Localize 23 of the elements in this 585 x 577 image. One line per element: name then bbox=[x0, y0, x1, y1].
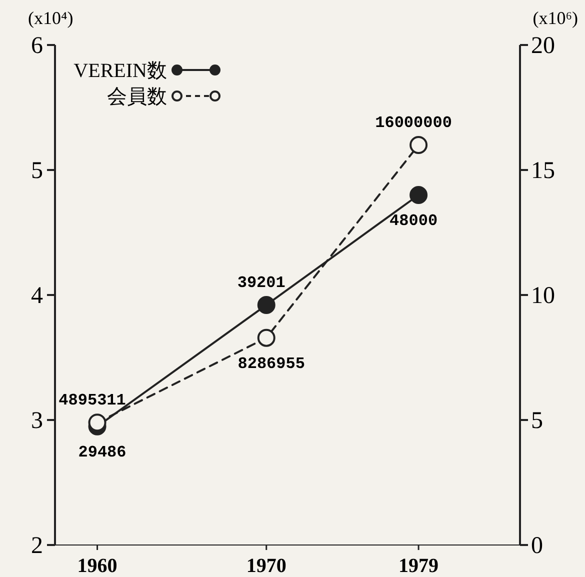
x-tick-label: 1970 bbox=[246, 555, 286, 577]
annotation: 4895311 bbox=[58, 392, 126, 410]
annotation: 29486 bbox=[78, 443, 126, 462]
x-tick-label: 1979 bbox=[398, 555, 439, 577]
y2-tick-label: 10 bbox=[531, 283, 555, 309]
y-tick-label: 2 bbox=[31, 533, 43, 559]
y2-tick-label: 0 bbox=[531, 533, 543, 559]
y2-axis-title: (x10⁶) bbox=[532, 8, 578, 28]
annotation: 16000000 bbox=[375, 114, 452, 132]
y-tick-label: 4 bbox=[31, 283, 43, 309]
legend-label: 会員数 bbox=[107, 86, 167, 108]
y2-tick-label: 15 bbox=[531, 158, 555, 184]
y-tick-label: 3 bbox=[31, 408, 43, 434]
x-tick-label: 1960 bbox=[77, 555, 118, 577]
y-tick-label: 6 bbox=[31, 33, 43, 59]
annotation: 48000 bbox=[390, 212, 438, 230]
y-tick-label: 5 bbox=[31, 158, 43, 184]
y2-tick-label: 20 bbox=[531, 33, 555, 59]
y-axis-title: (x10⁴) bbox=[28, 8, 74, 28]
legend-label: VEREIN数 bbox=[74, 60, 167, 82]
y2-tick-label: 5 bbox=[531, 408, 543, 434]
annotation: 8286955 bbox=[238, 354, 305, 373]
annotation: 39201 bbox=[237, 274, 286, 292]
